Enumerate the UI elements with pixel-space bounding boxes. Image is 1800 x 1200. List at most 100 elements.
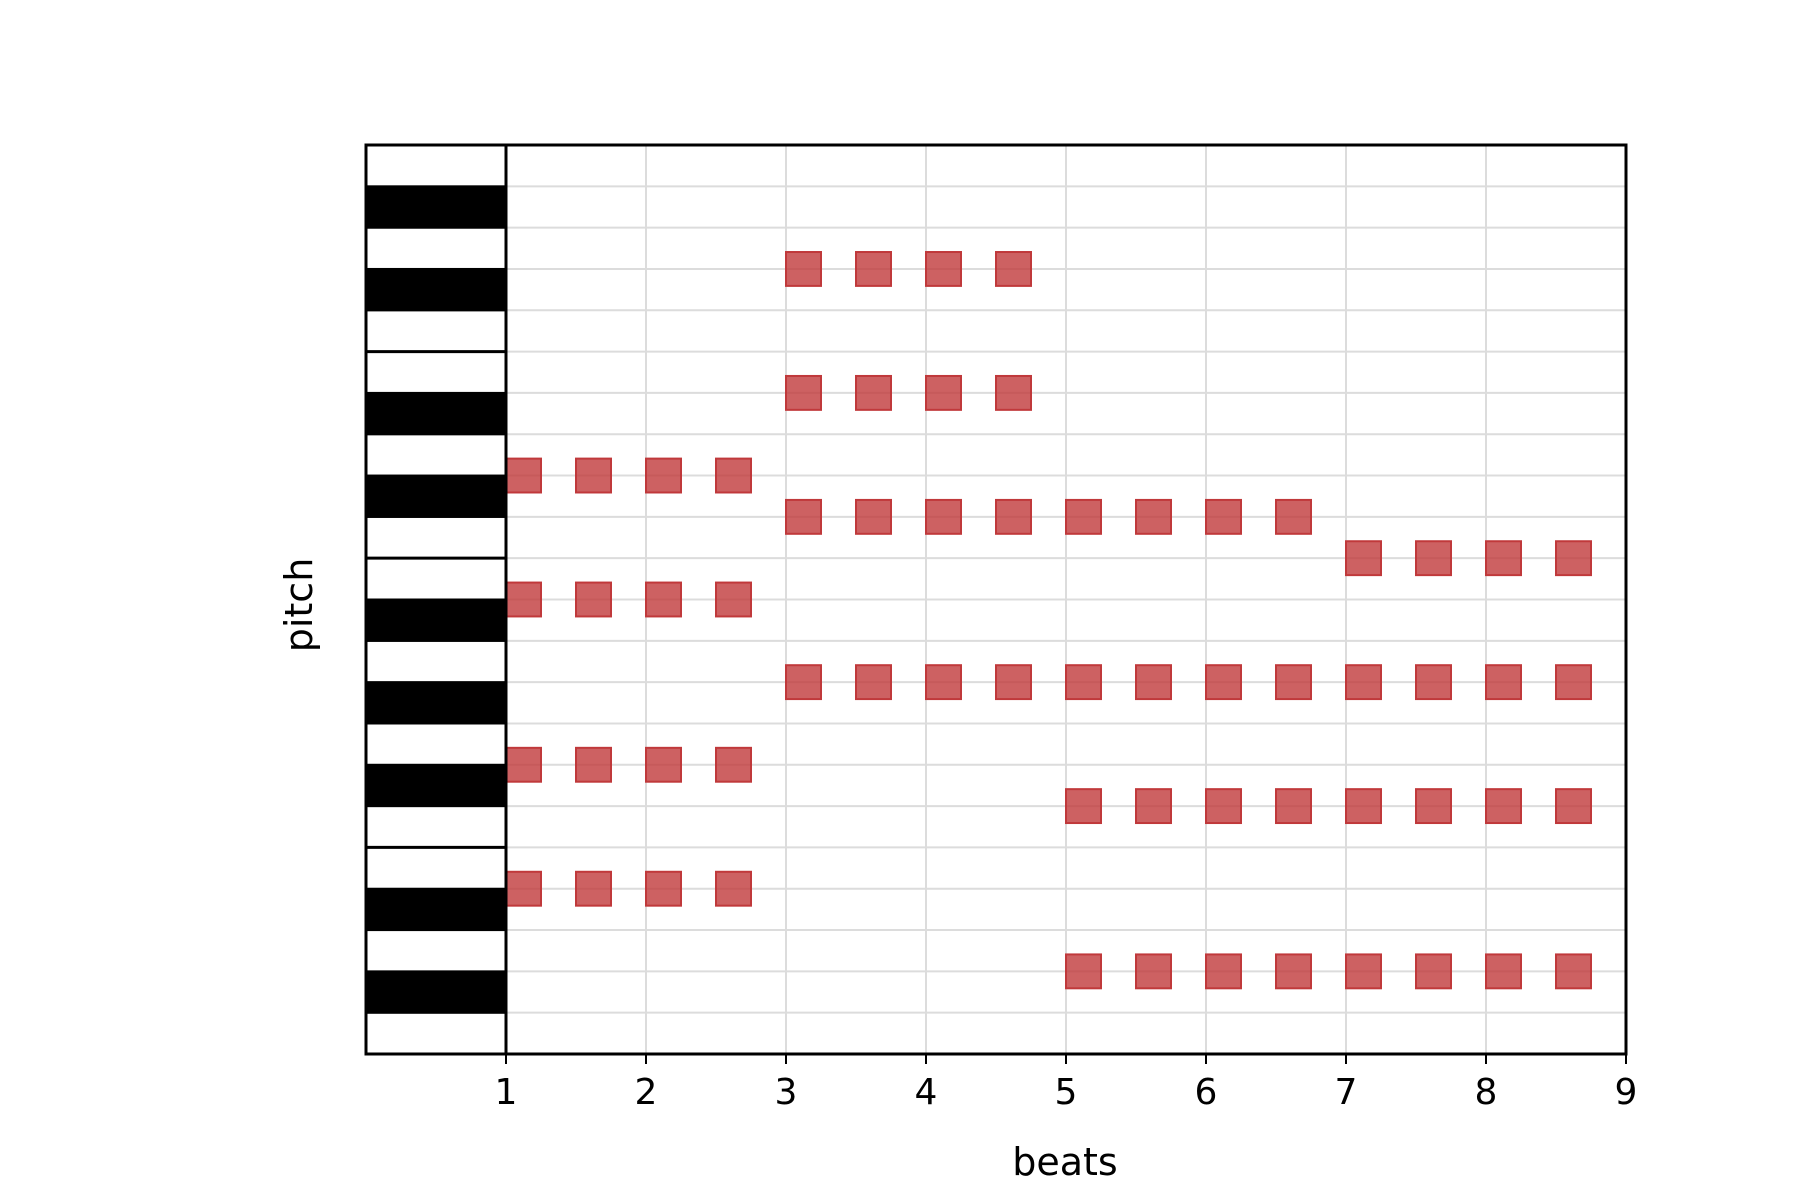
white-key [365, 929, 507, 973]
note [1275, 498, 1312, 535]
black-key [365, 598, 507, 642]
x-tick-label: 2 [635, 1072, 658, 1113]
note [1135, 664, 1172, 701]
black-key [365, 474, 507, 518]
note [995, 374, 1032, 411]
note [715, 581, 752, 618]
note [715, 746, 752, 783]
x-tick-label: 7 [1335, 1072, 1358, 1113]
note [1065, 498, 1102, 535]
x-tick-label: 8 [1475, 1072, 1498, 1113]
note [1415, 788, 1452, 825]
white-key [365, 350, 507, 394]
white-key [365, 1011, 507, 1056]
note [1205, 788, 1242, 825]
x-tick-label: 1 [495, 1072, 518, 1113]
note [1415, 664, 1452, 701]
white-key [365, 144, 507, 188]
note [855, 374, 892, 411]
y-axis-label: pitch [277, 558, 321, 653]
note [505, 581, 542, 618]
white-key [365, 309, 507, 353]
note [925, 664, 962, 701]
note [715, 457, 752, 494]
note [1065, 664, 1102, 701]
x-tick-label: 5 [1055, 1072, 1078, 1113]
note [785, 664, 822, 701]
x-tick-label: 4 [915, 1072, 938, 1113]
plot-border [364, 143, 1628, 1056]
note [1205, 498, 1242, 535]
note [575, 457, 612, 494]
note [505, 457, 542, 494]
note [1205, 664, 1242, 701]
note [645, 457, 682, 494]
note [1135, 498, 1172, 535]
note [1345, 664, 1382, 701]
note [995, 664, 1032, 701]
black-key [365, 970, 507, 1014]
note [1345, 540, 1382, 577]
note [785, 498, 822, 535]
note [925, 251, 962, 287]
note [855, 498, 892, 535]
note [645, 581, 682, 618]
white-key [365, 846, 507, 890]
note [785, 251, 822, 287]
note [645, 870, 682, 907]
x-axis-ticks: 1 2 3 4 5 6 7 8 9 [495, 1054, 1638, 1113]
black-key [365, 681, 507, 725]
note [1275, 953, 1312, 990]
note [785, 374, 822, 411]
piano-keyboard [365, 144, 507, 1056]
note [925, 374, 962, 411]
white-key [365, 433, 507, 477]
note [1485, 788, 1522, 825]
note [1415, 953, 1452, 990]
white-key [365, 515, 507, 560]
white-key [365, 805, 507, 849]
note [1555, 540, 1592, 577]
black-key [365, 185, 507, 229]
note [1275, 664, 1312, 701]
black-key [365, 267, 507, 312]
plot-frame [364, 143, 1628, 1056]
note [575, 746, 612, 783]
note [1415, 540, 1452, 577]
note [575, 870, 612, 907]
note [855, 664, 892, 701]
note [1345, 953, 1382, 990]
note [1345, 788, 1382, 825]
note [995, 498, 1032, 535]
x-tick-label: 6 [1195, 1072, 1218, 1113]
note [575, 581, 612, 618]
note [1485, 953, 1522, 990]
note [505, 746, 542, 783]
note [1555, 788, 1592, 825]
note [995, 251, 1032, 287]
x-axis-label: beats [1012, 1140, 1117, 1184]
black-key [365, 887, 507, 932]
note [1065, 788, 1102, 825]
note [1065, 953, 1102, 990]
x-tick-label: 3 [775, 1072, 798, 1113]
notes [505, 251, 1592, 990]
white-key [365, 557, 507, 601]
white-key [365, 639, 507, 684]
black-key [365, 763, 507, 808]
note [1275, 788, 1312, 825]
note [1485, 664, 1522, 701]
note [505, 870, 542, 907]
note [715, 870, 752, 907]
note [1485, 540, 1522, 577]
note [855, 251, 892, 287]
note [1555, 953, 1592, 990]
x-tick-label: 9 [1615, 1072, 1638, 1113]
note [1135, 788, 1172, 825]
note [1555, 664, 1592, 701]
black-key [365, 391, 507, 436]
white-key [365, 722, 507, 766]
white-key [365, 226, 507, 270]
note [1205, 953, 1242, 990]
